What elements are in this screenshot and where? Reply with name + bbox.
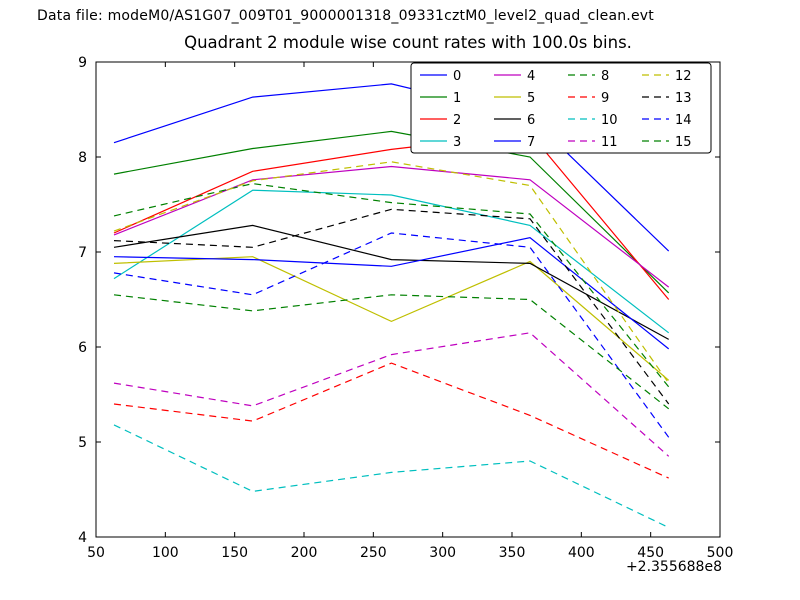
legend-label-8: 8 [601, 69, 609, 84]
legend-label-4: 4 [527, 69, 535, 84]
series-line-5 [113, 256, 670, 381]
x-tick-label: 350 [499, 545, 526, 561]
data-file-label: Data file: modeM0/AS1G07_009T01_90000013… [37, 8, 654, 24]
series-line-6 [113, 224, 669, 340]
legend-label-10: 10 [601, 113, 618, 128]
x-tick-label: 50 [87, 545, 105, 561]
legend-label-15: 15 [675, 135, 692, 150]
x-tick-label: 250 [360, 545, 387, 561]
series-line-2 [113, 132, 670, 300]
y-tick-label: 8 [78, 150, 87, 166]
series-line-15 [113, 294, 670, 410]
x-tick-label: 450 [637, 545, 664, 561]
series-line-1 [113, 130, 670, 294]
legend-label-1: 1 [453, 91, 461, 106]
y-tick-label: 5 [78, 435, 87, 451]
legend-label-2: 2 [453, 113, 461, 128]
series-line-14 [113, 232, 670, 438]
x-tick-label: 150 [221, 545, 248, 561]
y-tick-label: 6 [78, 340, 87, 356]
series-line-7 [113, 237, 670, 350]
x-axis-offset-label: +2.355688e8 [625, 559, 722, 575]
legend-label-11: 11 [601, 135, 618, 150]
x-tick-label: 400 [568, 545, 595, 561]
legend-label-12: 12 [675, 69, 692, 84]
series-line-10 [113, 424, 669, 529]
x-tick-label: 100 [152, 545, 179, 561]
series-line-12 [113, 161, 670, 384]
legend-label-13: 13 [675, 91, 692, 106]
legend-label-6: 6 [527, 113, 535, 128]
legend-label-7: 7 [527, 135, 535, 150]
legend-box [410, 62, 712, 154]
x-tick-label: 200 [291, 545, 318, 561]
series-line-3 [113, 189, 670, 334]
series-line-11 [113, 332, 670, 457]
y-tick-label: 9 [78, 55, 87, 71]
series-line-9 [113, 362, 669, 479]
y-tick-label: 4 [78, 530, 87, 546]
legend-label-9: 9 [601, 91, 609, 106]
legend-label-5: 5 [527, 91, 535, 106]
axes-frame [95, 61, 721, 538]
plot-title: Quadrant 2 module wise count rates with … [184, 33, 632, 52]
legend-label-3: 3 [453, 135, 461, 150]
y-tick-label: 7 [78, 245, 87, 261]
x-tick-label: 500 [707, 545, 734, 561]
x-tick-label: 300 [429, 545, 456, 561]
legend-label-0: 0 [453, 69, 461, 84]
series-line-0 [113, 83, 670, 252]
legend-label-14: 14 [675, 113, 692, 128]
series-line-13 [113, 208, 670, 405]
series-line-8 [113, 182, 670, 388]
